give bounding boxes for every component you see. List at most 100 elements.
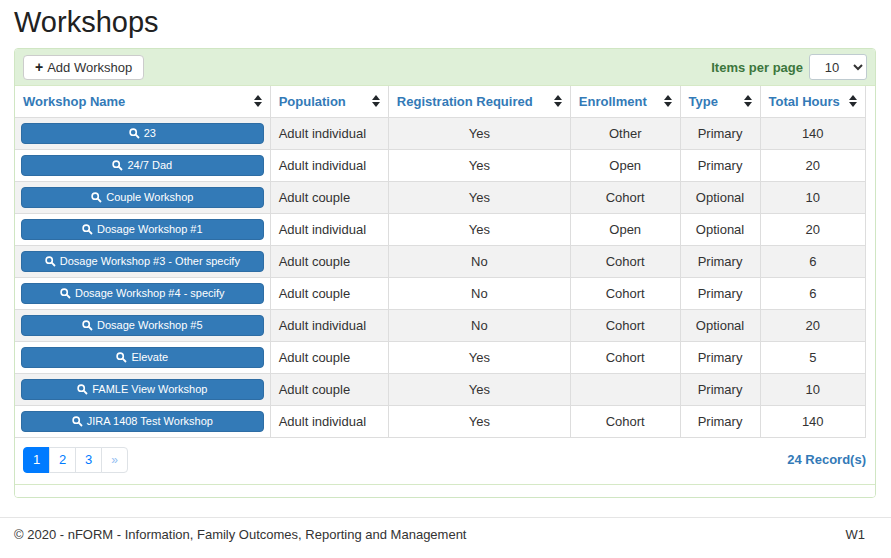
workshop-detail-button[interactable]: JIRA 1408 Test Workshop — [21, 411, 264, 432]
add-workshop-button[interactable]: + Add Workshop — [23, 55, 144, 80]
population-cell: Adult individual — [270, 213, 388, 245]
items-per-page-label: Items per page — [711, 60, 803, 75]
workshop-detail-button[interactable]: Dosage Workshop #4 - specify — [21, 283, 264, 304]
site-footer: © 2020 - nFORM - Information, Family Out… — [0, 517, 891, 542]
workshop-detail-button[interactable]: Dosage Workshop #1 — [21, 219, 264, 240]
column-header-total-hours[interactable]: Total Hours — [760, 86, 866, 117]
sort-icon[interactable] — [554, 95, 562, 107]
table-row: 23Adult individualYesOtherPrimary140 — [15, 117, 866, 149]
type-cell: Primary — [680, 405, 760, 437]
enrollment-cell: Cohort — [570, 181, 680, 213]
enrollment-cell: Cohort — [570, 405, 680, 437]
type-cell: Primary — [680, 149, 760, 181]
table-row: JIRA 1408 Test WorkshopAdult individualY… — [15, 405, 866, 437]
plus-icon: + — [35, 60, 43, 74]
column-header-registration-required[interactable]: Registration Required — [388, 86, 570, 117]
enrollment-cell — [570, 373, 680, 405]
search-icon — [91, 192, 102, 203]
total-hours-cell: 20 — [760, 149, 866, 181]
workshop-name-label: Dosage Workshop #5 — [97, 319, 203, 331]
type-cell: Primary — [680, 245, 760, 277]
workshop-name-label: Elevate — [131, 351, 168, 363]
enrollment-cell: Cohort — [570, 245, 680, 277]
items-per-page: Items per page 10 — [711, 54, 867, 80]
workshop-name-cell: Couple Workshop — [15, 181, 270, 213]
column-header-workshop-name[interactable]: Workshop Name — [15, 86, 270, 117]
workshop-name-label: Dosage Workshop #3 - Other specify — [60, 255, 240, 267]
page-title: Workshops — [14, 6, 891, 39]
enrollment-cell: Cohort — [570, 309, 680, 341]
type-cell: Primary — [680, 341, 760, 373]
table-header-row: Workshop Name Population Registration Re… — [15, 86, 866, 117]
registration-required-cell: Yes — [388, 405, 570, 437]
search-icon — [129, 128, 140, 139]
total-hours-cell: 140 — [760, 405, 866, 437]
page-button-1[interactable]: 1 — [23, 447, 50, 473]
registration-required-cell: Yes — [388, 213, 570, 245]
workshop-detail-button[interactable]: 24/7 Dad — [21, 155, 264, 176]
workshop-detail-button[interactable]: Dosage Workshop #5 — [21, 315, 264, 336]
type-cell: Primary — [680, 117, 760, 149]
search-icon — [82, 320, 93, 331]
search-icon — [60, 288, 71, 299]
workshop-name-cell: Dosage Workshop #5 — [15, 309, 270, 341]
workshop-name-label: JIRA 1408 Test Workshop — [87, 415, 213, 427]
page-button-3[interactable]: 3 — [75, 447, 102, 473]
workshop-detail-button[interactable]: Elevate — [21, 347, 264, 368]
next-page-button[interactable]: » — [101, 447, 128, 473]
sort-icon[interactable] — [254, 95, 262, 107]
enrollment-cell: Other — [570, 117, 680, 149]
workshop-name-label: FAMLE View Workshop — [92, 383, 207, 395]
workshop-detail-button[interactable]: Couple Workshop — [21, 187, 264, 208]
search-icon — [45, 256, 56, 267]
population-cell: Adult individual — [270, 149, 388, 181]
table-row: 24/7 DadAdult individualYesOpenPrimary20 — [15, 149, 866, 181]
workshops-table-wrap: Workshop Name Population Registration Re… — [15, 86, 866, 438]
registration-required-cell: No — [388, 309, 570, 341]
workshop-name-cell: JIRA 1408 Test Workshop — [15, 405, 270, 437]
workshop-name-cell: 24/7 Dad — [15, 149, 270, 181]
registration-required-cell: No — [388, 245, 570, 277]
workshop-name-cell: Dosage Workshop #1 — [15, 213, 270, 245]
add-workshop-label: Add Workshop — [47, 60, 132, 75]
table-row: Couple WorkshopAdult coupleYesCohortOpti… — [15, 181, 866, 213]
type-cell: Optional — [680, 213, 760, 245]
sort-icon[interactable] — [372, 95, 380, 107]
registration-required-cell: Yes — [388, 373, 570, 405]
type-cell: Optional — [680, 309, 760, 341]
column-header-type[interactable]: Type — [680, 86, 760, 117]
pagination-row: 1 2 3 » 24 Record(s) — [15, 438, 875, 484]
column-header-enrollment[interactable]: Enrollment — [570, 86, 680, 117]
sort-icon[interactable] — [849, 95, 857, 107]
workshop-name-cell: FAMLE View Workshop — [15, 373, 270, 405]
enrollment-cell: Open — [570, 213, 680, 245]
sort-icon[interactable] — [664, 95, 672, 107]
type-cell: Primary — [680, 373, 760, 405]
enrollment-cell: Open — [570, 149, 680, 181]
registration-required-cell: No — [388, 277, 570, 309]
workshop-detail-button[interactable]: FAMLE View Workshop — [21, 379, 264, 400]
workshop-name-label: 23 — [144, 127, 156, 139]
workshop-name-label: Couple Workshop — [106, 191, 193, 203]
column-header-population[interactable]: Population — [270, 86, 388, 117]
search-icon — [82, 224, 93, 235]
sort-icon[interactable] — [744, 95, 752, 107]
page-button-2[interactable]: 2 — [49, 447, 76, 473]
enrollment-cell: Cohort — [570, 277, 680, 309]
type-cell: Primary — [680, 277, 760, 309]
workshop-detail-button[interactable]: 23 — [21, 123, 264, 144]
workshops-table: Workshop Name Population Registration Re… — [15, 86, 866, 438]
total-hours-cell: 20 — [760, 309, 866, 341]
search-icon — [77, 384, 88, 395]
workshops-panel: + Add Workshop Items per page 10 Worksho… — [14, 48, 876, 498]
population-cell: Adult couple — [270, 181, 388, 213]
items-per-page-select[interactable]: 10 — [809, 54, 867, 80]
population-cell: Adult individual — [270, 117, 388, 149]
workshop-name-cell: Elevate — [15, 341, 270, 373]
registration-required-cell: Yes — [388, 117, 570, 149]
search-icon — [112, 160, 123, 171]
workshop-detail-button[interactable]: Dosage Workshop #3 - Other specify — [21, 251, 264, 272]
registration-required-cell: Yes — [388, 341, 570, 373]
workshop-name-cell: Dosage Workshop #4 - specify — [15, 277, 270, 309]
pager: 1 2 3 » — [23, 447, 128, 473]
